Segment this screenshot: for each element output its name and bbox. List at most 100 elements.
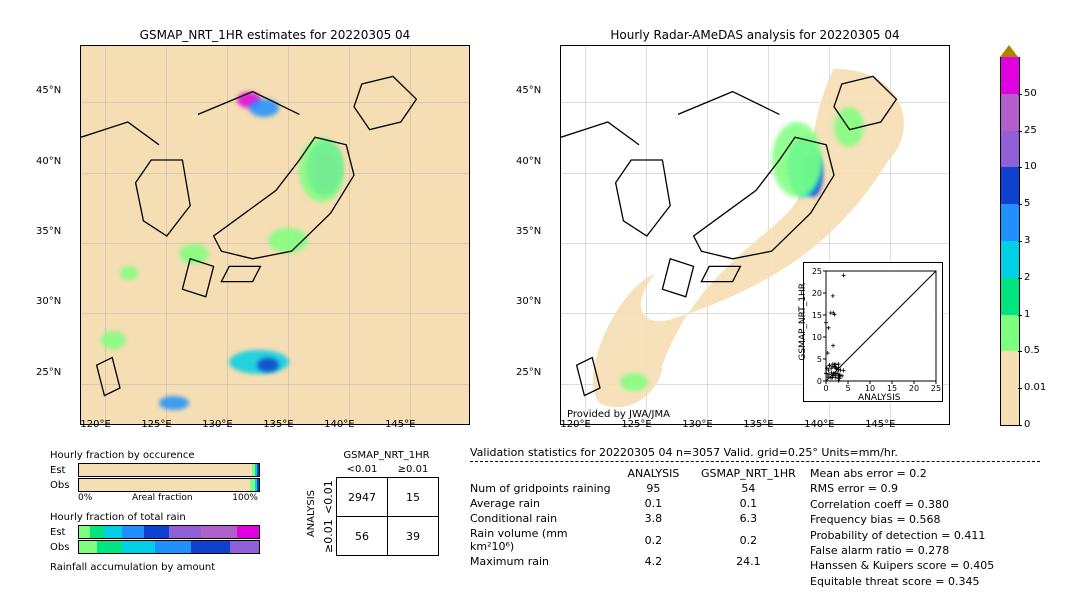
xtick: 125°E (621, 419, 651, 430)
bar-row-label: Est (50, 527, 78, 538)
bar-occurrence-axis: 0% Areal fraction 100% (78, 493, 258, 503)
stats-metric: Hanssen & Kuipers score = 0.405 (810, 558, 994, 573)
inset-xlabel: ANALYSIS (858, 393, 900, 403)
bar-axis-mid: Areal fraction (132, 493, 193, 503)
stats-metric: Correlation coeff = 0.380 (810, 497, 994, 512)
xtick: 145°E (385, 419, 415, 430)
contingency-col-title: GSMAP_NRT_1HR (334, 450, 439, 461)
inset-ylabel: GSMAP_NRT_1HR (798, 283, 808, 361)
map-left-title: GSMAP_NRT_1HR estimates for 20220305 04 (81, 28, 469, 42)
ytick: 30°N (516, 296, 541, 307)
xtick: 140°E (324, 419, 354, 430)
colorbar-tick: 25 (1024, 125, 1037, 136)
svg-text:20: 20 (909, 384, 919, 393)
svg-text:5: 5 (817, 355, 822, 364)
stats-row: Conditional rain3.86.3 (470, 511, 810, 526)
svg-text:10: 10 (812, 333, 822, 342)
contingency-row-title: ANALYSIS (306, 490, 317, 537)
bar-row-label: Obs (50, 542, 78, 553)
ytick: 30°N (36, 296, 61, 307)
stats-h0 (470, 466, 620, 481)
xtick: 145°E (865, 419, 895, 430)
stats-h2: GSMAP_NRT_1HR (695, 466, 810, 481)
ytick: 25°N (516, 367, 541, 378)
bar-row: Est (50, 463, 260, 477)
ytick: 35°N (36, 226, 61, 237)
ytick: 45°N (516, 85, 541, 96)
bar-occurrence: Hourly fraction by occurence Est Obs 0% A… (50, 450, 260, 503)
colorbar-tick: 1 (1024, 309, 1030, 320)
colorbar-tick: 0.01 (1024, 382, 1046, 393)
stats-h1: ANALYSIS (620, 466, 695, 481)
bar-row: Est (50, 525, 260, 539)
stats-row: Maximum rain4.224.1 (470, 554, 810, 569)
bar-row: Obs (50, 478, 260, 492)
bar-row-label: Obs (50, 480, 78, 491)
xtick: 120°E (80, 419, 110, 430)
svg-text:0: 0 (817, 377, 822, 386)
stats-metric: False alarm ratio = 0.278 (810, 543, 994, 558)
svg-text:15: 15 (887, 384, 897, 393)
colorbar-tick: 0 (1024, 419, 1030, 430)
colorbar-tick: 5 (1024, 198, 1030, 209)
scatter-svg: 0510152025 0510152025 (804, 263, 944, 403)
svg-text:0: 0 (823, 384, 828, 393)
xtick: 135°E (743, 419, 773, 430)
xtick: 140°E (804, 419, 834, 430)
stats-metrics: Mean abs error = 0.2RMS error = 0.9Corre… (810, 466, 994, 589)
ct-cell-10: 56 (337, 517, 388, 556)
xtick: 130°E (202, 419, 232, 430)
colorbar-tick: 10 (1024, 161, 1037, 172)
svg-text:15: 15 (812, 311, 822, 320)
colorbar-tick: 0.5 (1024, 345, 1040, 356)
stats-metric: Equitable threat score = 0.345 (810, 574, 994, 589)
ytick: 45°N (36, 85, 61, 96)
bar-occurrence-title: Hourly fraction by occurence (50, 450, 260, 461)
stats-metric: RMS error = 0.9 (810, 481, 994, 496)
ytick: 25°N (36, 367, 61, 378)
scatter-inset: 0510152025 0510152025 ANALYSIS GSMAP_NRT… (803, 262, 943, 402)
map-left-plot (81, 46, 469, 424)
stats-metric: Frequency bias = 0.568 (810, 512, 994, 527)
ct-cell-01: 15 (388, 478, 439, 517)
stats-title: Validation statistics for 20220305 04 n=… (470, 446, 1040, 459)
ct-row0: <0.01 (320, 478, 337, 517)
svg-text:5: 5 (845, 384, 850, 393)
stats-row: Num of gridpoints raining9554 (470, 481, 810, 496)
stats-underline (470, 461, 1040, 462)
xtick: 125°E (141, 419, 171, 430)
ytick: 40°N (36, 156, 61, 167)
bar-row-label: Est (50, 465, 78, 476)
bar-axis-left: 0% (78, 493, 92, 503)
svg-text:25: 25 (931, 384, 941, 393)
bar-total-rain: Hourly fraction of total rain Est Obs (50, 512, 260, 555)
colorbar: 00.010.51235102550 (1000, 45, 1018, 425)
colorbar-tick: 50 (1024, 88, 1037, 99)
ct-col1: ≥0.01 (388, 461, 439, 478)
xtick: 130°E (682, 419, 712, 430)
validation-stats: Validation statistics for 20220305 04 n=… (470, 446, 1040, 589)
svg-text:25: 25 (812, 267, 822, 276)
colorbar-tick: 2 (1024, 272, 1030, 283)
ct-cell-11: 39 (388, 517, 439, 556)
ytick: 35°N (516, 226, 541, 237)
stats-table: ANALYSIS GSMAP_NRT_1HR Num of gridpoints… (470, 466, 810, 589)
stats-row: Average rain0.10.1 (470, 496, 810, 511)
stats-row: Rain volume (mm km²10⁶)0.20.2 (470, 526, 810, 554)
bar-total-title: Hourly fraction of total rain (50, 512, 260, 523)
map-left: GSMAP_NRT_1HR estimates for 20220305 04 (80, 45, 470, 425)
map-right: Hourly Radar-AMeDAS analysis for 2022030… (560, 45, 950, 425)
bar-row: Obs (50, 540, 260, 554)
ct-cell-00: 2947 (337, 478, 388, 517)
ct-row1: ≥0.01 (320, 517, 337, 556)
ct-col0: <0.01 (337, 461, 388, 478)
map-right-title: Hourly Radar-AMeDAS analysis for 2022030… (561, 28, 949, 42)
colorbar-tick: 3 (1024, 235, 1030, 246)
svg-text:10: 10 (865, 384, 875, 393)
ytick: 40°N (516, 156, 541, 167)
bar-accumulation: Rainfall accumulation by amount (50, 562, 215, 575)
contingency-table: GSMAP_NRT_1HR ANALYSIS <0.01 ≥0.01 <0.01… (320, 450, 439, 556)
bar-axis-right: 100% (232, 493, 258, 503)
xtick: 120°E (560, 419, 590, 430)
bar-accumulation-title: Rainfall accumulation by amount (50, 562, 215, 573)
